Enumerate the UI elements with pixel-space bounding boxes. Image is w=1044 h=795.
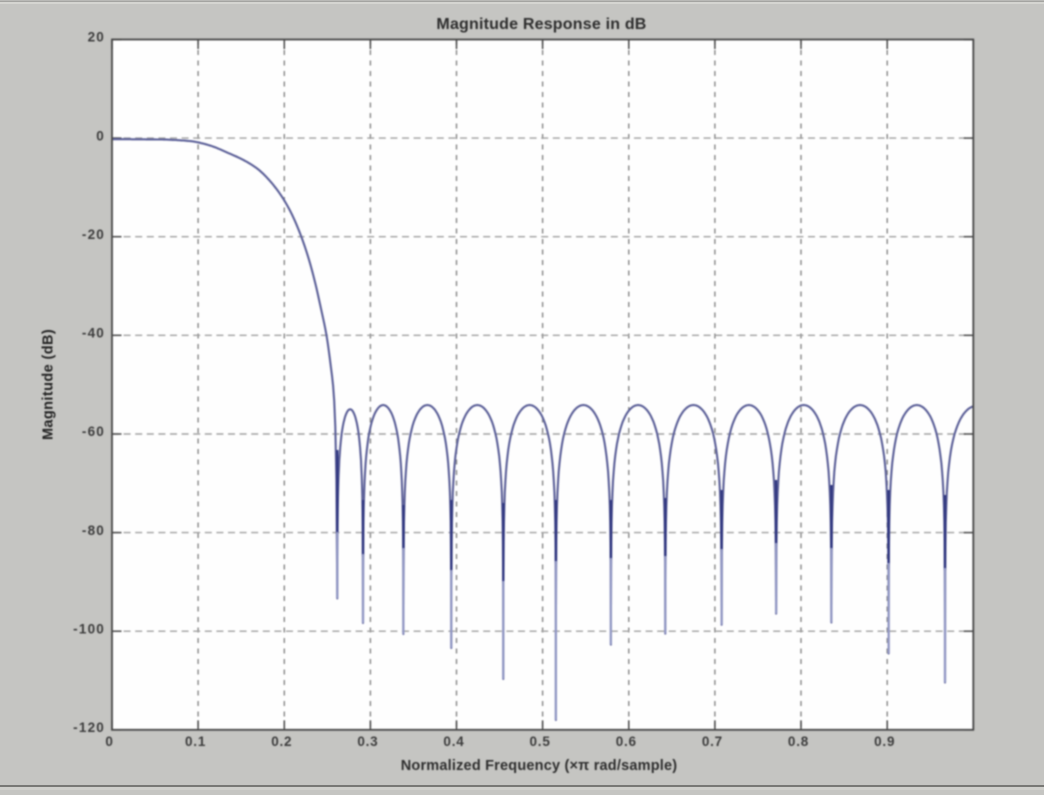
svg-text:-40: -40 [82,326,105,341]
svg-text:0.7: 0.7 [702,734,723,749]
svg-text:-60: -60 [82,424,105,439]
svg-text:0.2: 0.2 [271,734,292,749]
svg-text:-20: -20 [82,227,105,242]
svg-text:0.5: 0.5 [530,734,551,749]
svg-text:0.9: 0.9 [874,734,895,749]
svg-text:Magnitude (dB): Magnitude (dB) [41,329,57,440]
svg-text:-100: -100 [73,621,105,636]
svg-text:-120: -120 [73,720,105,735]
svg-text:-80: -80 [82,523,105,538]
svg-text:Magnitude Response in dB: Magnitude Response in dB [436,16,646,33]
svg-text:20: 20 [88,30,105,45]
svg-text:0.6: 0.6 [616,734,637,749]
svg-text:0.8: 0.8 [788,734,809,749]
svg-text:Normalized Frequency (×π rad/: Normalized Frequency (×π rad/sample) [401,758,678,774]
svg-text:0: 0 [105,734,113,749]
svg-text:0.4: 0.4 [443,734,464,749]
svg-text:0.3: 0.3 [357,734,378,749]
svg-text:0.1: 0.1 [185,734,206,749]
svg-text:0: 0 [96,128,105,143]
